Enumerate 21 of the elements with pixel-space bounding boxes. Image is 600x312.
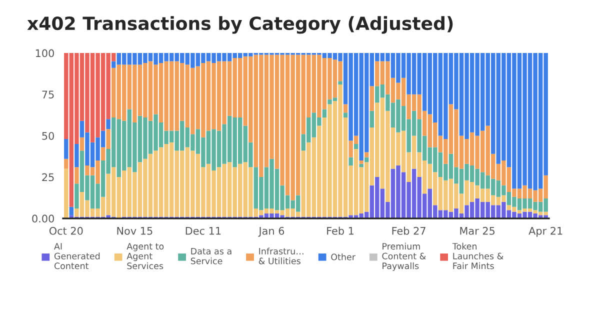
legend-label: Infrastru… & Utilities [258, 248, 304, 264]
chart-title: x402 Transactions by Category (Adjusted) [27, 16, 453, 34]
legend-label: Other [331, 254, 356, 260]
legend-label: Premium Content & Paywalls [382, 242, 426, 271]
x-tick-label: Feb 27 [392, 226, 426, 235]
legend-label: AI Generated Content [54, 243, 100, 270]
legend-label: Agent to Agent Services [126, 243, 164, 270]
x-tick-label: Mar 25 [460, 226, 495, 235]
x-tick-label: Feb 1 [327, 226, 354, 235]
y-tick-label: 100 [36, 49, 54, 58]
legend-label: Token Launches & Fair Mints [452, 242, 504, 270]
x-tick-label: Apr 21 [528, 226, 562, 237]
x-tick-label: Nov 15 [117, 227, 152, 235]
legend-label: Data as a Service [190, 248, 232, 264]
x-tick-label: Jan 6 [258, 226, 284, 237]
x-tick-label: Dec 11 [186, 227, 221, 235]
y-tick-label: 25 [42, 173, 54, 182]
y-tick-label: 50 [42, 132, 54, 140]
y-tick-label: 0.00 [32, 214, 54, 223]
y-tick-label: 75 [42, 90, 54, 98]
x-tick-label: Oct 20 [49, 226, 83, 235]
